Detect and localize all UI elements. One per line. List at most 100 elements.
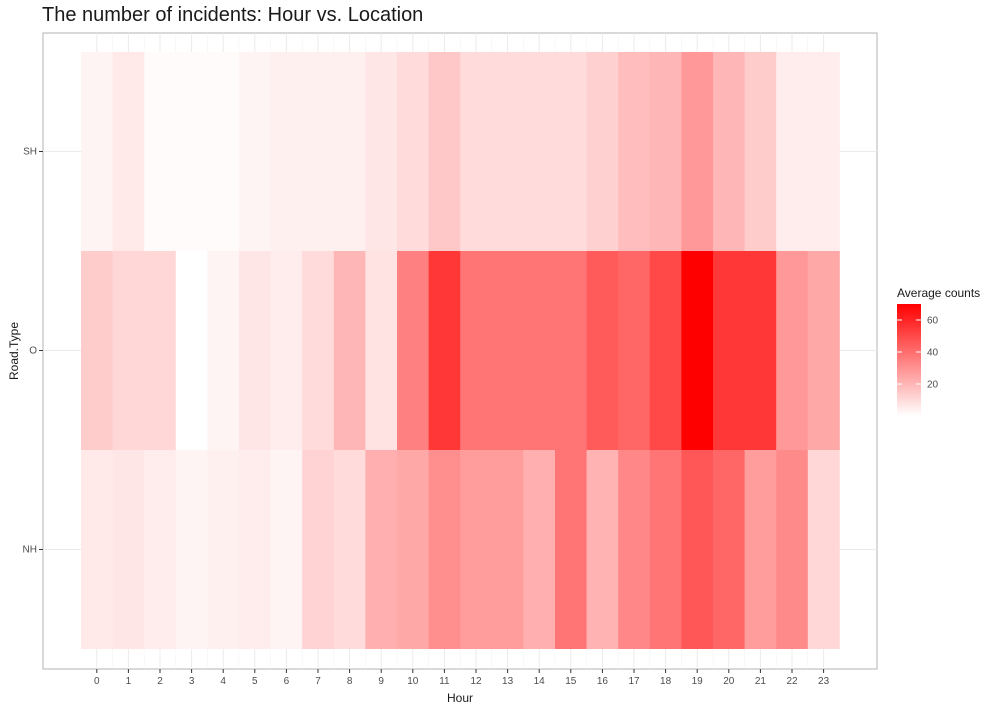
x-tick-label: 10	[407, 676, 419, 687]
x-tick-label: 21	[755, 676, 767, 687]
heatmap-cell	[523, 450, 556, 649]
x-tick-label: 18	[660, 676, 672, 687]
legend-title: Average counts	[897, 286, 980, 300]
heatmap-cell	[460, 251, 493, 450]
heatmap-cell	[302, 251, 335, 450]
heatmap-cell	[523, 52, 556, 251]
heatmap-cell	[744, 52, 777, 251]
heatmap-cell	[586, 450, 619, 649]
heatmap-cell	[333, 450, 366, 649]
x-tick-label: 23	[818, 676, 830, 687]
x-tick-label: 2	[157, 676, 163, 687]
x-tick-label: 20	[723, 676, 735, 687]
heatmap-cell	[713, 450, 745, 649]
heatmap-cell	[365, 52, 398, 251]
heatmap-cell	[144, 251, 177, 450]
heatmap-cell	[428, 52, 461, 251]
heatmap-cell	[365, 251, 398, 450]
heatmap-cell	[491, 450, 524, 649]
heatmap-cell	[397, 450, 429, 649]
heatmap-cell	[207, 450, 240, 649]
x-tick-label: 0	[94, 676, 100, 687]
heatmap-cell	[555, 52, 587, 251]
heatmap-cell	[523, 251, 556, 450]
heatmap-cell	[681, 450, 714, 649]
heatmap-cell	[649, 450, 682, 649]
heatmap-cell	[586, 251, 619, 450]
legend-tick-label: 40	[927, 348, 939, 359]
x-axis-ticks: 0 1 2 3 4 5 6 7 8 9 10 11 12 13 14 15 16 17 18 19 20 21 22 23	[94, 669, 830, 687]
heatmap-cell	[397, 251, 429, 450]
heatmap-cells	[81, 52, 840, 649]
y-tick-label: O	[29, 346, 37, 357]
heatmap-cell	[555, 450, 587, 649]
heatmap-cell	[649, 52, 682, 251]
legend-colorbar	[897, 304, 921, 416]
heatmap-cell	[207, 251, 240, 450]
heatmap-cell	[491, 52, 524, 251]
heatmap-cell	[81, 251, 113, 450]
x-tick-label: 15	[565, 676, 577, 687]
y-axis-title: Road.Type	[7, 322, 21, 380]
x-axis-title: Hour	[447, 691, 473, 705]
heatmap-cell	[776, 251, 809, 450]
heatmap-cell	[618, 450, 651, 649]
chart-title: The number of incidents: Hour vs. Locati…	[42, 4, 424, 26]
heatmap-cell	[713, 52, 745, 251]
x-tick-label: 13	[502, 676, 514, 687]
heatmap-cell	[618, 251, 651, 450]
heatmap-cell	[807, 52, 840, 251]
heatmap-cell	[681, 251, 714, 450]
heatmap-cell	[428, 450, 461, 649]
heatmap-cell	[460, 52, 493, 251]
x-tick-label: 11	[439, 676, 450, 687]
heatmap-cell	[175, 450, 208, 649]
heatmap-cell	[807, 450, 840, 649]
heatmap-cell	[239, 450, 271, 649]
heatmap-cell	[807, 251, 840, 450]
heatmap-cell	[776, 450, 809, 649]
heatmap-cell	[555, 251, 587, 450]
heatmap-cell	[81, 450, 113, 649]
heatmap-cell	[207, 52, 240, 251]
heatmap-cell	[270, 251, 303, 450]
heatmap-cell	[460, 450, 493, 649]
heatmap-cell	[744, 450, 777, 649]
y-tick-label: NH	[23, 545, 37, 556]
x-tick-label: 14	[534, 676, 546, 687]
heatmap-cell	[302, 52, 335, 251]
x-tick-label: 1	[126, 676, 132, 687]
heatmap-cell	[713, 251, 745, 450]
heatmap-cell	[175, 251, 208, 450]
x-tick-label: 6	[284, 676, 290, 687]
legend-tick-label: 60	[927, 316, 939, 327]
x-tick-label: 17	[628, 676, 640, 687]
heatmap-cell	[112, 251, 145, 450]
heatmap-cell	[144, 52, 177, 251]
heatmap-cell	[365, 450, 398, 649]
x-tick-label: 4	[220, 676, 226, 687]
heatmap-cell	[239, 251, 271, 450]
heatmap-cell	[649, 251, 682, 450]
x-tick-label: 3	[189, 676, 195, 687]
heatmap-cell	[333, 251, 366, 450]
heatmap-cell	[270, 52, 303, 251]
heatmap-cell	[491, 251, 524, 450]
heatmap-cell	[144, 450, 177, 649]
x-tick-label: 22	[786, 676, 798, 687]
heatmap-cell	[776, 52, 809, 251]
heatmap-cell	[302, 450, 335, 649]
heatmap-cell	[270, 450, 303, 649]
x-tick-label: 12	[470, 676, 482, 687]
x-tick-label: 19	[692, 676, 704, 687]
x-tick-label: 9	[378, 676, 384, 687]
heatmap-cell	[81, 52, 113, 251]
legend: Average counts 20 40 60	[897, 286, 980, 416]
x-tick-label: 5	[252, 676, 258, 687]
heatmap-cell	[397, 52, 429, 251]
y-axis-ticks: SH O NH	[23, 147, 43, 556]
heatmap-cell	[681, 52, 714, 251]
heatmap-cell	[333, 52, 366, 251]
heatmap-cell	[618, 52, 651, 251]
